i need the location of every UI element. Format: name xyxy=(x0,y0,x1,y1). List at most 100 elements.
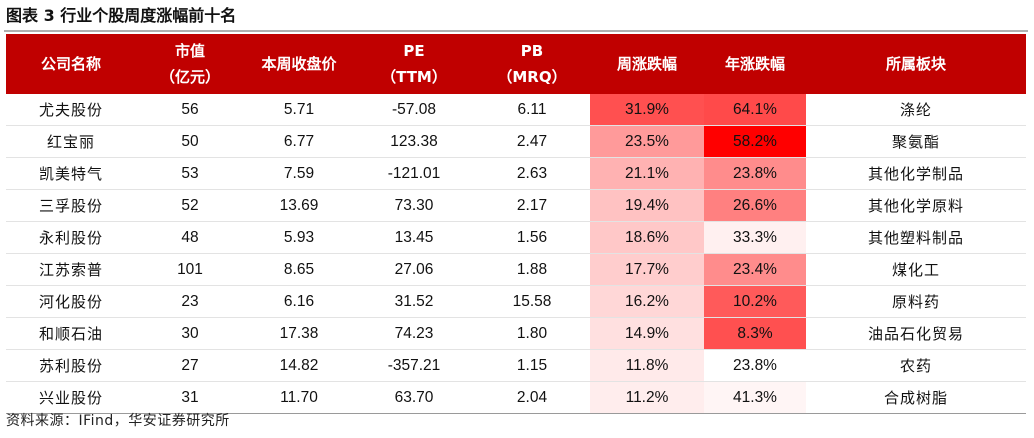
cell-yearly: 23.4% xyxy=(704,253,806,286)
cell-company: 永利股份 xyxy=(6,221,136,254)
cell-sector: 聚氨酯 xyxy=(806,125,1026,158)
cell-mktcap: 53 xyxy=(136,157,244,190)
table-header-row: 公司名称 市值 （亿元） 本周收盘价 PE （TTM） PB （MRQ） 周涨跌幅 年… xyxy=(6,34,1026,94)
header-close-line-1: 本周收盘价 xyxy=(261,55,337,73)
cell-yearly: 64.1% xyxy=(704,94,806,126)
cell-pb: 2.04 xyxy=(474,381,590,414)
cell-weekly: 11.8% xyxy=(590,349,704,382)
table-row: 苏利股份 27 14.82 -357.21 1.15 11.8% 23.8% 农药 xyxy=(6,349,1026,382)
table-row: 凯美特气 53 7.59 -121.01 2.63 21.1% 23.8% 其他化学制品 xyxy=(6,157,1026,190)
cell-mktcap: 101 xyxy=(136,253,244,286)
cell-pe: 27.06 xyxy=(354,253,474,286)
cell-yearly: 58.2% xyxy=(704,125,806,158)
cell-sector: 其他化学原料 xyxy=(806,189,1026,222)
cell-weekly: 19.4% xyxy=(590,189,704,222)
cell-company: 江苏索普 xyxy=(6,253,136,286)
table-row: 尤夫股份 56 5.71 -57.08 6.11 31.9% 64.1% 涤纶 xyxy=(6,94,1026,126)
cell-company: 尤夫股份 xyxy=(6,94,136,126)
cell-pb: 2.17 xyxy=(474,189,590,222)
cell-close: 6.77 xyxy=(244,125,354,158)
cell-sector: 煤化工 xyxy=(806,253,1026,286)
cell-company: 三孚股份 xyxy=(6,189,136,222)
header-pe-line-2: （TTM） xyxy=(381,68,447,86)
cell-sector: 油品石化贸易 xyxy=(806,317,1026,350)
table-row: 河化股份 23 6.16 31.52 15.58 16.2% 10.2% 原料药 xyxy=(6,285,1026,318)
cell-weekly: 18.6% xyxy=(590,221,704,254)
cell-close: 7.59 xyxy=(244,157,354,190)
cell-close: 8.65 xyxy=(244,253,354,286)
cell-company: 兴业股份 xyxy=(6,381,136,414)
cell-weekly: 23.5% xyxy=(590,125,704,158)
cell-sector: 涤纶 xyxy=(806,94,1026,126)
header-yearly: 年涨跌幅 xyxy=(704,34,806,94)
header-yearly-line-1: 年涨跌幅 xyxy=(724,55,785,73)
cell-close: 11.70 xyxy=(244,381,354,414)
cell-mktcap: 27 xyxy=(136,349,244,382)
cell-close: 6.16 xyxy=(244,285,354,318)
page-title: 图表 3 行业个股周度涨幅前十名 xyxy=(6,6,237,25)
cell-mktcap: 31 xyxy=(136,381,244,414)
cell-company: 凯美特气 xyxy=(6,157,136,190)
stock-table: 公司名称 市值 （亿元） 本周收盘价 PE （TTM） PB （MRQ） 周涨跌幅 年… xyxy=(6,34,1026,414)
cell-sector: 原料药 xyxy=(806,285,1026,318)
cell-pb: 1.88 xyxy=(474,253,590,286)
cell-close: 14.82 xyxy=(244,349,354,382)
table-row: 江苏索普 101 8.65 27.06 1.88 17.7% 23.4% 煤化工 xyxy=(6,253,1026,286)
cell-close: 13.69 xyxy=(244,189,354,222)
cell-mktcap: 30 xyxy=(136,317,244,350)
cell-weekly: 17.7% xyxy=(590,253,704,286)
title-divider xyxy=(4,30,1028,32)
cell-pe: 31.52 xyxy=(354,285,474,318)
cell-weekly: 11.2% xyxy=(590,381,704,414)
cell-pb: 6.11 xyxy=(474,94,590,126)
table-body: 尤夫股份 56 5.71 -57.08 6.11 31.9% 64.1% 涤纶 红宝丽 50 6.7… xyxy=(6,94,1026,414)
table-row: 红宝丽 50 6.77 123.38 2.47 23.5% 58.2% 聚氨酯 xyxy=(6,125,1026,158)
cell-sector: 其他塑料制品 xyxy=(806,221,1026,254)
cell-pb: 15.58 xyxy=(474,285,590,318)
cell-mktcap: 23 xyxy=(136,285,244,318)
cell-yearly: 23.8% xyxy=(704,157,806,190)
header-pb: PB （MRQ） xyxy=(474,34,590,94)
header-pe-line-1: PE xyxy=(403,42,425,60)
source-note: 资料来源：IFind，华安证券研究所 xyxy=(6,413,230,429)
cell-mktcap: 50 xyxy=(136,125,244,158)
table-row: 兴业股份 31 11.70 63.70 2.04 11.2% 41.3% 合成树脂 xyxy=(6,381,1026,414)
header-mktcap-line-1: 市值 xyxy=(174,42,205,60)
cell-pe: 123.38 xyxy=(354,125,474,158)
header-weekly-line-1: 周涨跌幅 xyxy=(616,55,677,73)
cell-pe: 13.45 xyxy=(354,221,474,254)
cell-pe: 74.23 xyxy=(354,317,474,350)
cell-pb: 1.15 xyxy=(474,349,590,382)
cell-company: 红宝丽 xyxy=(6,125,136,158)
cell-close: 17.38 xyxy=(244,317,354,350)
cell-mktcap: 56 xyxy=(136,94,244,126)
cell-pb: 2.63 xyxy=(474,157,590,190)
cell-pe: -121.01 xyxy=(354,157,474,190)
header-pe: PE （TTM） xyxy=(354,34,474,94)
cell-yearly: 23.8% xyxy=(704,349,806,382)
header-mktcap-line-2: （亿元） xyxy=(159,68,220,86)
cell-mktcap: 48 xyxy=(136,221,244,254)
cell-sector: 农药 xyxy=(806,349,1026,382)
header-company-line-1: 公司名称 xyxy=(40,55,101,73)
cell-weekly: 21.1% xyxy=(590,157,704,190)
header-company: 公司名称 xyxy=(6,34,136,94)
header-sector-line-1: 所属板块 xyxy=(885,55,946,73)
cell-pe: 73.30 xyxy=(354,189,474,222)
header-pb-line-1: PB xyxy=(520,42,544,60)
cell-company: 苏利股份 xyxy=(6,349,136,382)
header-weekly: 周涨跌幅 xyxy=(590,34,704,94)
table-row: 三孚股份 52 13.69 73.30 2.17 19.4% 26.6% 其他化学原料 xyxy=(6,189,1026,222)
cell-yearly: 41.3% xyxy=(704,381,806,414)
cell-pe: -357.21 xyxy=(354,349,474,382)
header-pb-line-2: （MRQ） xyxy=(497,68,567,86)
cell-pe: 63.70 xyxy=(354,381,474,414)
cell-company: 和顺石油 xyxy=(6,317,136,350)
cell-pb: 2.47 xyxy=(474,125,590,158)
table-row: 和顺石油 30 17.38 74.23 1.80 14.9% 8.3% 油品石化贸易 xyxy=(6,317,1026,350)
cell-weekly: 31.9% xyxy=(590,94,704,126)
cell-sector: 其他化学制品 xyxy=(806,157,1026,190)
table-row: 永利股份 48 5.93 13.45 1.56 18.6% 33.3% 其他塑料制品 xyxy=(6,221,1026,254)
cell-pb: 1.80 xyxy=(474,317,590,350)
cell-sector: 合成树脂 xyxy=(806,381,1026,414)
